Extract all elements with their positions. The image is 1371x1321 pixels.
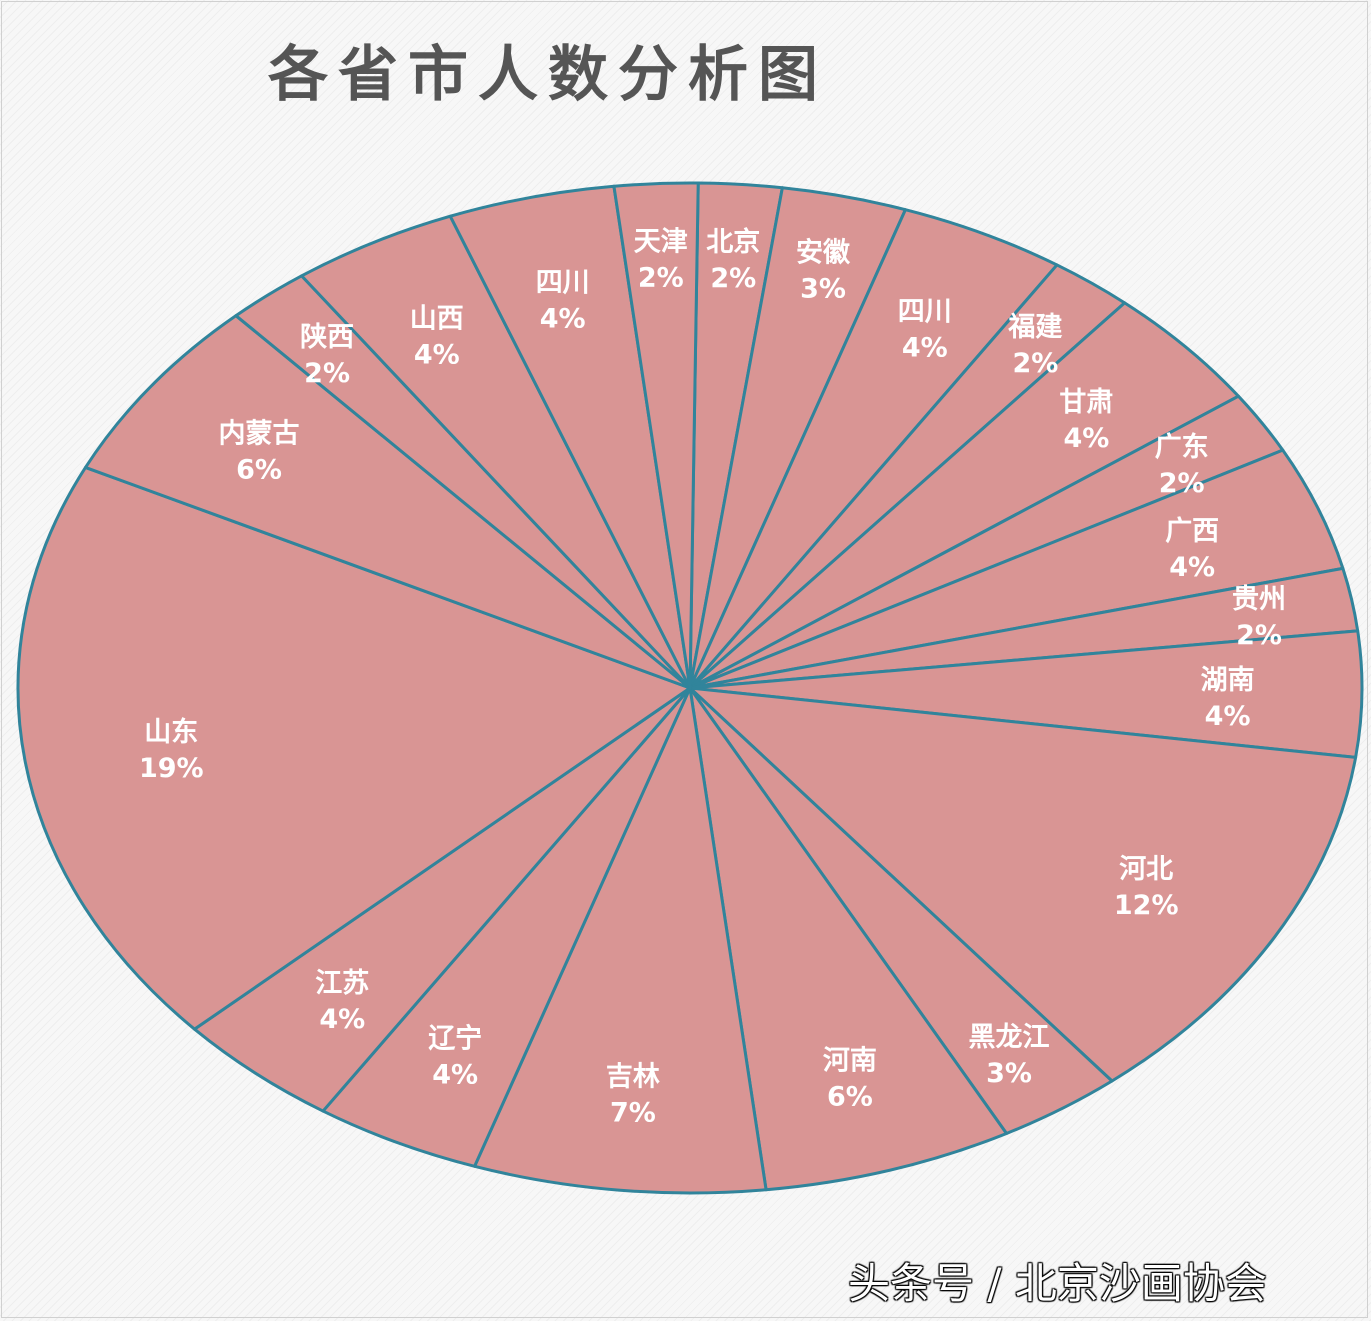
slice-percent-label: 4% [432, 1059, 478, 1090]
slice-percent-label: 4% [902, 333, 948, 364]
slice-name-label: 安徽 [796, 237, 851, 268]
pie-slices [16, 181, 1364, 1195]
slice-name-label: 山东 [144, 716, 198, 748]
slice-name-label: 福建 [1007, 312, 1062, 343]
slice-name-label: 四川 [536, 268, 590, 299]
slice-percent-label: 2% [1236, 620, 1282, 651]
slice-name-label: 山西 [410, 304, 464, 335]
slice-name-label: 陕西 [300, 322, 354, 353]
watermark-text: 头条号 / 北京沙画协会 [848, 1259, 1267, 1308]
pie-slice [612, 181, 700, 690]
slice-percent-label: 6% [236, 455, 282, 486]
slice-name-label: 河南 [823, 1046, 877, 1077]
slice-percent-label: 2% [638, 262, 684, 293]
slice-percent-label: 4% [319, 1004, 365, 1035]
slice-name-label: 四川 [898, 297, 952, 328]
slice-name-label: 广西 [1165, 516, 1219, 547]
slice-name-label: 天津 [634, 226, 688, 257]
slice-name-label: 河北 [1119, 854, 1173, 885]
slice-name-label: 江苏 [315, 968, 369, 999]
slice-name-label: 贵州 [1232, 584, 1286, 615]
slice-name-label: 甘肃 [1059, 387, 1113, 418]
slice-percent-label: 3% [800, 273, 846, 304]
pie-labels: 北京2%安徽3%四川4%福建2%甘肃4% 广东2%广西4%贵州2%湖南4%河北12… [139, 226, 1286, 1129]
slice-percent-label: 4% [1169, 552, 1215, 583]
slice-percent-label: 4% [414, 340, 460, 371]
slice-percent-label: 4% [540, 304, 586, 335]
pie-slice [84, 314, 692, 690]
slice-percent-label: 6% [827, 1082, 873, 1113]
pie-slice [688, 686, 1358, 1083]
slice-name-label: 辽宁 [428, 1022, 482, 1054]
chart-title: 各省市人数分析图 [268, 40, 828, 110]
slice-percent-label: 12% [1114, 890, 1179, 921]
slice-name-label: 吉林 [606, 1062, 660, 1093]
slice-percent-label: 4% [1205, 701, 1251, 732]
slice-name-label: 广东 [1155, 431, 1209, 463]
pie-slice [16, 465, 692, 1031]
slice-percent-label: 2% [1012, 348, 1058, 379]
slice-percent-label: 2% [304, 358, 350, 389]
slice-name-label: 黑龙江 [969, 1022, 1050, 1053]
slice-name-label: 内蒙古 [219, 419, 300, 450]
slice-percent-label: 2% [710, 263, 756, 294]
slice-percent-label: 7% [610, 1098, 656, 1129]
slice-percent-label: 4% [1063, 423, 1109, 454]
pie-slice [688, 686, 1009, 1192]
slice-percent-label: 3% [986, 1058, 1032, 1089]
slice-name-label: 湖南 [1201, 665, 1255, 696]
pie-slice [473, 686, 768, 1195]
slice-percent-label: 19% [139, 753, 204, 784]
slice-percent-label: 2% [1159, 468, 1205, 499]
slice-name-label: 北京 [706, 226, 760, 258]
